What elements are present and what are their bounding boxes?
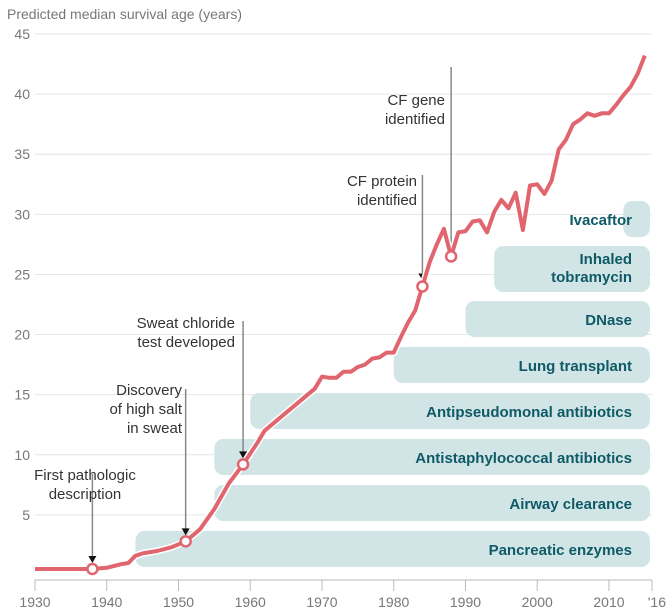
milestone-label: identified [357, 192, 417, 209]
treatment-band-rect [623, 201, 650, 237]
milestone-label: description [49, 486, 122, 503]
arrowhead-icon [239, 451, 248, 459]
y-tick-label: 25 [14, 266, 30, 282]
treatment-band-rect [250, 393, 651, 429]
treatment-label: Antipseudomonal antibiotics [426, 404, 632, 421]
treatment-band-rect [214, 485, 650, 521]
treatment-bands: Pancreatic enzymes Airway clearance Antist… [135, 201, 651, 567]
milestone: Discovery of high salt in sweat [109, 382, 190, 536]
milestone: CF protein identified [347, 173, 427, 281]
x-tick-label: 1940 [91, 594, 122, 610]
series-line [35, 54, 647, 571]
treatment-label: DNase [585, 312, 632, 329]
y-tick-label: 35 [14, 146, 30, 162]
milestone-pointers: First pathologic description Discovery of h… [34, 67, 456, 563]
y-axis-label: Predicted median survival age (years) [7, 6, 242, 22]
treatment-label: tobramycin [551, 269, 632, 286]
treatment-label: Airway clearance [509, 496, 632, 513]
treatment-band-rect [393, 347, 650, 383]
treatment-label: Inhaled [579, 251, 632, 268]
milestone-label: CF gene [387, 92, 445, 109]
milestone-marker [179, 535, 192, 548]
x-tick-label: 1970 [306, 594, 337, 610]
treatment-band-rect [135, 531, 650, 567]
y-tick-label: 10 [14, 447, 30, 463]
x-tick-label: 2000 [522, 594, 553, 610]
treatment-band: Airway clearance [214, 485, 650, 521]
milestone-label: First pathologic [34, 467, 136, 484]
treatment-label: Lung transplant [519, 358, 632, 375]
x-tick-label: 1930 [19, 594, 50, 610]
x-tick-label: 2010 [593, 594, 624, 610]
treatment-band-rect [465, 301, 650, 337]
series-layer [35, 54, 649, 576]
milestone-marker [236, 458, 250, 471]
milestone-label: Sweat chloride [137, 315, 235, 332]
x-tick-label: 1990 [450, 594, 481, 610]
milestone: CF gene identified [385, 67, 456, 251]
y-tick-label: 40 [14, 86, 30, 102]
milestone-marker [86, 562, 99, 576]
treatment-band: Ivacaftor [569, 201, 650, 237]
treatment-band: DNase [465, 301, 650, 337]
milestone-marker [416, 280, 429, 293]
y-tick-label: 5 [22, 507, 30, 523]
milestone-label: identified [385, 111, 445, 128]
arrowhead-icon [181, 528, 190, 536]
milestone: Sweat chloride test developed [137, 315, 248, 459]
treatment-band: Lung transplant [393, 347, 650, 383]
treatment-band: Antistaphylococcal antibiotics [214, 439, 650, 475]
treatment-label: Pancreatic enzymes [489, 542, 632, 559]
milestone-label: Discovery [116, 382, 182, 399]
treatment-band-rect [214, 439, 650, 475]
treatment-band-rect [494, 246, 650, 292]
treatment-label: Ivacaftor [569, 212, 632, 229]
x-tick-label: 1950 [163, 594, 194, 610]
x-tick-label: 1980 [378, 594, 409, 610]
milestone: First pathologic description [34, 467, 136, 563]
arrowhead-icon [88, 555, 97, 563]
treatment-band: Antipseudomonal antibiotics [250, 393, 651, 429]
milestone-label: CF protein [347, 173, 417, 190]
treatment-label: Antistaphylococcal antibiotics [415, 450, 632, 467]
milestone-marker [444, 250, 458, 263]
y-ticks: 5 10 15 20 25 30 35 40 45 [14, 26, 30, 523]
milestone-label: of high salt [109, 401, 182, 418]
treatment-band: Pancreatic enzymes [135, 531, 650, 567]
y-tick-label: 15 [14, 387, 30, 403]
milestone-label: in sweat [127, 420, 183, 437]
y-tick-label: 30 [14, 206, 30, 222]
gridlines [35, 33, 652, 516]
y-tick-label: 45 [14, 26, 30, 42]
x-tick-label: 1960 [235, 594, 266, 610]
milestone-label: test developed [137, 334, 235, 351]
x-tick-label: '16 [648, 594, 666, 610]
y-tick-label: 20 [14, 327, 30, 343]
x-axis: 1930 1940 1950 1960 1970 1980 1990 2000 2010 '16 [19, 579, 666, 610]
